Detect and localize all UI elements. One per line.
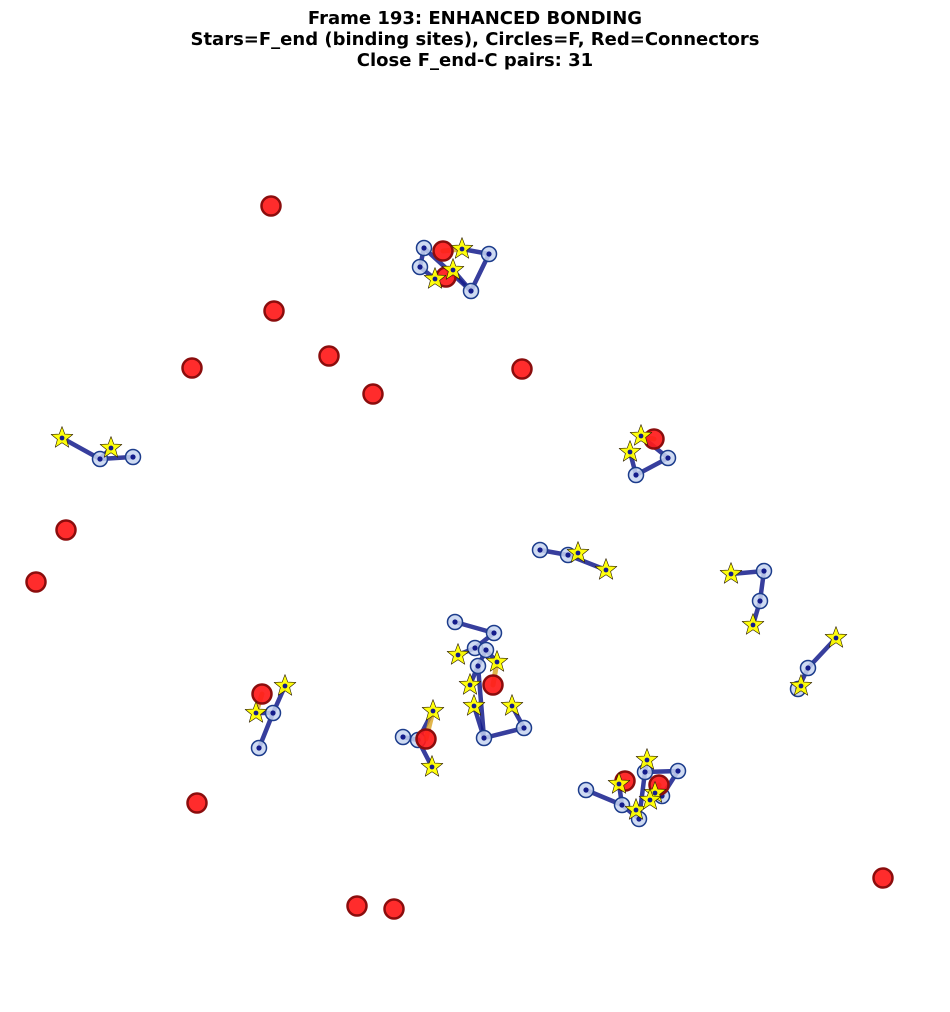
connector-layer xyxy=(25,195,894,920)
connector-node xyxy=(511,358,533,380)
f-node-core xyxy=(472,645,478,651)
f-node-core xyxy=(675,768,681,774)
f-end-core xyxy=(282,683,288,689)
f-node-core xyxy=(481,735,487,741)
connector-node xyxy=(251,683,273,705)
f-node-core xyxy=(491,630,497,636)
chart-title-line-2: Stars=F_end (binding sites), Circles=F, … xyxy=(190,29,760,50)
f-node-core xyxy=(130,454,136,460)
connector-node xyxy=(55,519,77,541)
f-end-core xyxy=(455,652,461,658)
f-end-core xyxy=(750,622,756,628)
f-end-core xyxy=(59,435,65,441)
f-end-core xyxy=(798,683,804,689)
f-end-core xyxy=(429,764,435,770)
f-node-core xyxy=(452,619,458,625)
f-end-core xyxy=(509,703,515,709)
f-end-core xyxy=(459,246,465,252)
f-end-core xyxy=(652,790,658,796)
f-end-core xyxy=(108,445,114,451)
f-node-core xyxy=(270,710,276,716)
f-node-core xyxy=(421,245,427,251)
f-node-core xyxy=(537,547,543,553)
connector-node xyxy=(415,728,437,750)
f-node-core xyxy=(633,472,639,478)
f-node-core xyxy=(468,288,474,294)
f-end-core xyxy=(471,703,477,709)
connector-node xyxy=(482,674,504,696)
bond-layer xyxy=(253,246,662,803)
f-end-core xyxy=(467,682,473,688)
f-end-core xyxy=(616,781,622,787)
f-node-core xyxy=(256,745,262,751)
f-end-core xyxy=(575,550,581,556)
f-node-core xyxy=(400,734,406,740)
connector-node xyxy=(181,357,203,379)
f-end-core xyxy=(430,708,436,714)
f-end-core xyxy=(627,449,633,455)
chart-title: Frame 193: ENHANCED BONDING Stars=F_end … xyxy=(0,8,950,71)
connector-node xyxy=(263,300,285,322)
f-node-core xyxy=(761,568,767,574)
f-end-core xyxy=(638,433,644,439)
connector-node xyxy=(872,867,894,889)
f-end-layer xyxy=(50,237,848,820)
f-node-core xyxy=(642,769,648,775)
f-node-core xyxy=(97,456,103,462)
connector-node xyxy=(186,792,208,814)
connector-node xyxy=(346,895,368,917)
f-node-layer xyxy=(91,239,817,828)
f-end-core xyxy=(494,659,500,665)
connector-node xyxy=(25,571,47,593)
connector-node xyxy=(260,195,282,217)
connector-node xyxy=(362,383,384,405)
chain-layer xyxy=(59,245,839,822)
f-end-core xyxy=(633,807,639,813)
f-end-core xyxy=(253,710,259,716)
f-node-core xyxy=(475,663,481,669)
connector-node xyxy=(432,240,454,262)
f-node-core xyxy=(417,264,423,270)
f-node-core xyxy=(486,251,492,257)
connector-node xyxy=(318,345,340,367)
f-end-core xyxy=(432,276,438,282)
f-node-core xyxy=(619,802,625,808)
f-node-core xyxy=(805,665,811,671)
f-node-core xyxy=(583,787,589,793)
connector-node xyxy=(383,898,405,920)
f-node-core xyxy=(565,552,571,558)
f-node-core xyxy=(483,647,489,653)
chart-title-line-3: Close F_end-C pairs: 31 xyxy=(356,50,594,71)
f-node-core xyxy=(757,598,763,604)
f-end-core xyxy=(647,797,653,803)
f-node-core xyxy=(521,725,527,731)
chart-title-line-1: Frame 193: ENHANCED BONDING xyxy=(307,8,643,29)
f-end-core xyxy=(450,267,456,273)
f-end-core xyxy=(603,567,609,573)
f-node-core xyxy=(665,455,671,461)
f-end-core xyxy=(728,571,734,577)
f-end-core xyxy=(833,635,839,641)
f-end-core xyxy=(644,757,650,763)
